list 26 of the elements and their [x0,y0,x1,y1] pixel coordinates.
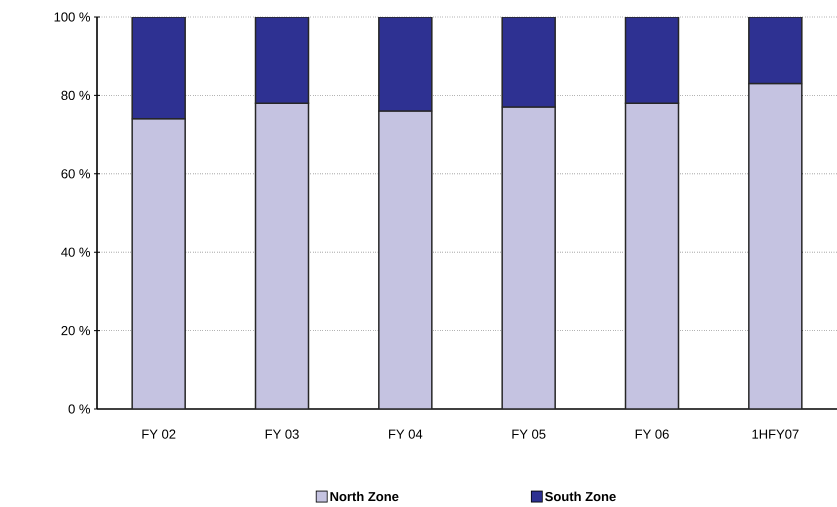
bar [748,17,803,84]
bar [501,17,556,108]
bar [131,17,186,120]
legend-label: South Zone [545,492,616,502]
x-tick-label: FY 06 [636,430,669,439]
x-tick-label: FY 04 [389,430,422,439]
bar [624,17,680,104]
y-tick-label: 60 % [61,169,90,178]
bar [378,110,433,409]
x-tick-label: 1HFY07 [752,430,799,439]
bar [254,102,310,409]
bar [131,118,186,409]
y-tick-label: 80 % [61,90,90,100]
y-tick-label: 100 % [54,12,90,22]
x-tick-label: FY 02 [142,430,176,439]
bar [254,17,310,104]
bar [748,82,803,409]
bar [378,17,433,112]
x-tick-label: FY 03 [266,430,299,439]
bar [501,106,556,409]
x-tick-label: FY 05 [512,430,546,439]
y-tick-label: 0 % [68,404,90,414]
y-tick-label: 20 % [61,326,90,336]
bar [624,102,680,409]
legend-label: North Zone [330,492,398,502]
y-tick-label: 40 % [61,248,90,257]
